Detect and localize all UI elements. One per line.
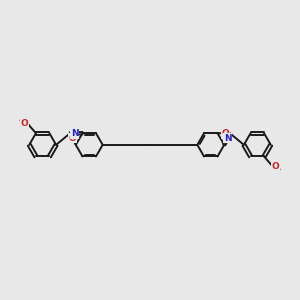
Text: O: O bbox=[271, 162, 279, 171]
Text: N: N bbox=[71, 129, 79, 138]
Text: N: N bbox=[224, 134, 232, 142]
Text: O: O bbox=[21, 119, 29, 128]
Text: O: O bbox=[221, 129, 229, 138]
Text: O: O bbox=[68, 134, 76, 142]
